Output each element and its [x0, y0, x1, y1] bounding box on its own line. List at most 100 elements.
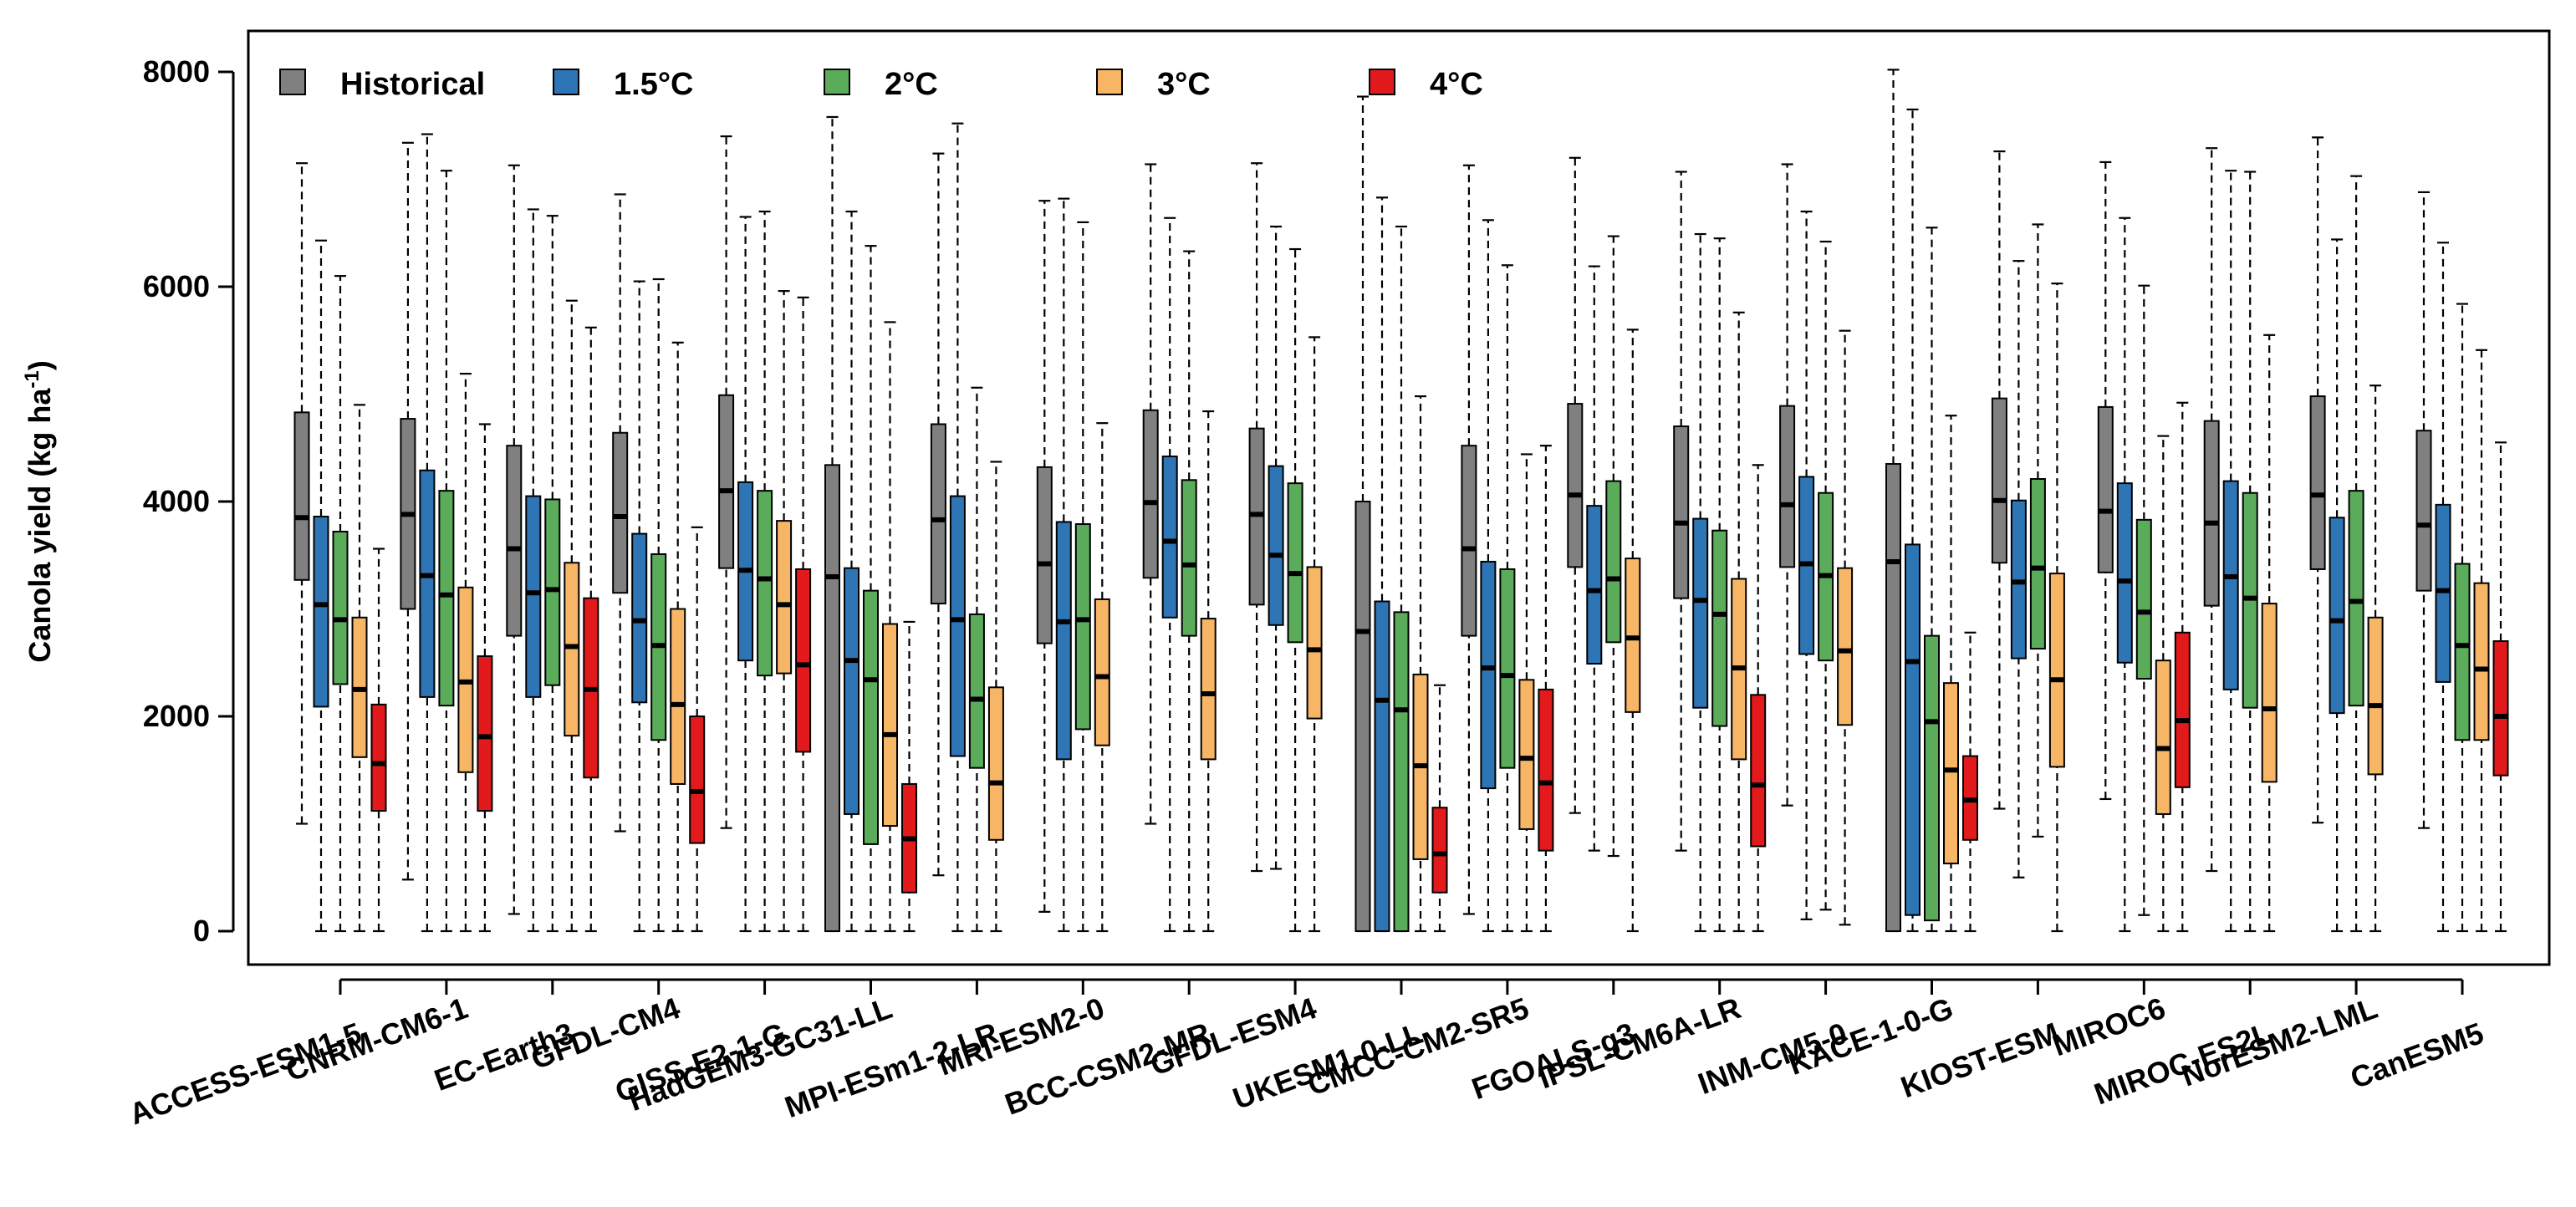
model-group	[1354, 95, 1448, 933]
box-iqr	[2454, 563, 2471, 741]
legend-item: 2°C	[824, 67, 938, 102]
box-iqr	[612, 431, 629, 594]
box-iqr	[987, 686, 1004, 841]
box-2c	[1924, 227, 1940, 933]
box-3c	[1518, 453, 1535, 933]
legend-label: 3°C	[1157, 67, 1211, 102]
box-15c	[1798, 210, 1815, 920]
y-axis-label: Canola yield (kg ha-1)	[21, 360, 57, 662]
box-historical	[718, 135, 735, 829]
box-historical	[2309, 136, 2326, 824]
box-15c	[1055, 197, 1072, 933]
box-iqr	[2135, 518, 2152, 680]
box-2c	[650, 278, 667, 933]
box-historical	[1248, 162, 1265, 873]
box-iqr	[1885, 463, 1901, 932]
box-historical	[1885, 69, 1901, 933]
model-group	[2309, 136, 2384, 933]
box-15c	[2010, 260, 2027, 879]
y-axis-label-superscript: -1	[21, 370, 43, 388]
legend-label: 4°C	[1430, 67, 1483, 102]
box-iqr	[2329, 517, 2345, 715]
box-15c	[949, 122, 966, 933]
model-group	[930, 122, 1004, 933]
box-3c	[1837, 329, 1854, 926]
box-iqr	[718, 394, 735, 569]
box-historical	[1673, 171, 1690, 852]
box-3c	[1731, 311, 1747, 933]
box-15c	[1586, 265, 1603, 852]
box-4c	[370, 547, 387, 933]
box-iqr	[2473, 582, 2490, 741]
box-iqr	[477, 655, 493, 812]
box-iqr	[1924, 634, 1940, 922]
box-iqr	[2348, 490, 2364, 707]
box-2c	[544, 215, 561, 933]
box-2c	[1074, 221, 1091, 933]
legend-label: 1.5°C	[614, 67, 693, 102]
box-iqr	[689, 716, 706, 844]
legend-item: 3°C	[1096, 67, 1211, 102]
y-tick-label: 8000	[143, 54, 210, 89]
box-3c	[882, 321, 898, 933]
box-3c	[776, 290, 793, 933]
box-iqr	[824, 464, 840, 932]
model-group	[2203, 147, 2278, 933]
box-historical	[1991, 150, 2007, 810]
box-iqr	[1905, 543, 1921, 916]
boxes	[293, 69, 2509, 933]
box-iqr	[1036, 466, 1053, 644]
box-historical	[1461, 164, 1477, 915]
legend-item: Historical	[279, 67, 485, 102]
box-historical	[2097, 160, 2114, 801]
box-3c	[1306, 336, 1323, 933]
box-iqr	[506, 445, 523, 637]
box-iqr	[1605, 480, 1622, 644]
box-iqr	[1374, 600, 1390, 932]
box-historical	[2203, 147, 2220, 873]
box-iqr	[1431, 807, 1448, 894]
box-iqr	[631, 532, 648, 704]
box-4c	[901, 620, 917, 933]
model-group	[824, 115, 917, 933]
box-3c	[2048, 283, 2065, 933]
box-15c	[2222, 170, 2239, 933]
box-iqr	[2029, 478, 2046, 650]
box-15c	[844, 210, 860, 933]
box-historical	[1354, 95, 1371, 933]
box-iqr	[1625, 558, 1641, 713]
model-group	[1673, 171, 1767, 933]
box-3c	[564, 299, 580, 933]
box-3c	[1625, 328, 1641, 933]
plot-frame	[247, 29, 2551, 966]
box-15c	[419, 133, 436, 933]
box-iqr	[1142, 409, 1159, 579]
box-15c	[313, 239, 329, 933]
box-3c	[351, 404, 368, 933]
box-iqr	[2492, 640, 2509, 777]
box-iqr	[968, 613, 985, 769]
box-iqr	[1354, 501, 1371, 932]
box-iqr	[1538, 688, 1554, 852]
legend-swatch	[824, 69, 850, 95]
box-iqr	[776, 520, 793, 675]
box-iqr	[1518, 679, 1535, 830]
box-2c	[863, 245, 879, 933]
box-3c	[1094, 422, 1110, 933]
box-iqr	[2203, 420, 2220, 607]
box-historical	[1567, 156, 1584, 814]
box-2c	[1393, 225, 1410, 933]
box-2c	[757, 210, 773, 933]
box-15c	[737, 216, 754, 933]
legend-label: Historical	[340, 67, 485, 102]
legend-item: 1.5°C	[553, 67, 693, 102]
box-iqr	[419, 469, 436, 698]
box-iqr	[2415, 430, 2432, 592]
box-iqr	[1991, 397, 2007, 564]
box-iqr	[2116, 482, 2133, 664]
box-2c	[2348, 175, 2364, 933]
box-iqr	[2174, 631, 2191, 788]
box-2c	[1711, 237, 1728, 933]
box-15c	[631, 280, 648, 933]
box-iqr	[1692, 517, 1709, 709]
